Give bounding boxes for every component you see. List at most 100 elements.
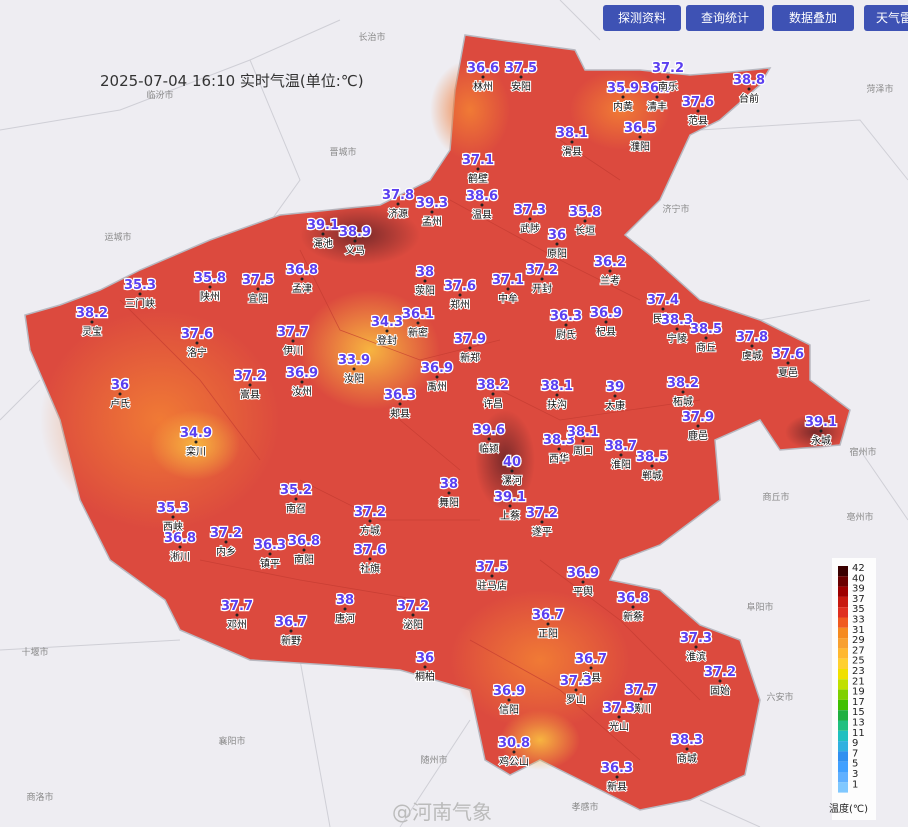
- station-dot: [666, 75, 670, 79]
- station-value: 38: [416, 265, 434, 280]
- station-dot: [631, 605, 635, 609]
- station-dot: [396, 202, 400, 206]
- station-value: 37.6: [682, 95, 714, 110]
- station-value: 38.9: [339, 225, 371, 240]
- legend-label: 11: [852, 728, 865, 739]
- station-value: 37.6: [444, 279, 476, 294]
- place-label: 长治市: [358, 31, 385, 43]
- station-value: 30.8: [498, 736, 530, 751]
- station-dot: [608, 269, 612, 273]
- legend-label: 27: [852, 645, 865, 656]
- station-value: 38: [336, 593, 354, 608]
- toolbar-button[interactable]: 天气雷: [864, 5, 908, 31]
- station-name: 内乡: [216, 545, 236, 558]
- station-value: 37.2: [397, 599, 429, 614]
- station-value: 36.3: [384, 388, 416, 403]
- station-name: 临颍: [479, 442, 499, 455]
- station-dot: [194, 440, 198, 444]
- station-name: 中牟: [498, 292, 518, 305]
- station-dot: [118, 392, 122, 396]
- station-value: 37.3: [560, 674, 592, 689]
- station-name: 驻马店: [477, 579, 507, 592]
- station-dot: [718, 679, 722, 683]
- station-dot: [208, 285, 212, 289]
- station-dot: [506, 287, 510, 291]
- legend-swatch: [838, 607, 848, 618]
- station-value: 37.2: [234, 369, 266, 384]
- station-dot: [621, 95, 625, 99]
- legend-label: 25: [852, 656, 865, 667]
- station-dot: [490, 574, 494, 578]
- station-dot: [235, 613, 239, 617]
- station-value: 34.3: [371, 315, 403, 330]
- station-name: 周口: [573, 445, 593, 457]
- station-value: 37.2: [526, 506, 558, 521]
- toolbar-button[interactable]: 查询统计: [686, 5, 764, 31]
- station-name: 清丰: [647, 100, 667, 113]
- station-dot: [507, 698, 511, 702]
- station-dot: [819, 429, 823, 433]
- station-value: 38.2: [667, 376, 699, 391]
- station-value: 37.2: [526, 263, 558, 278]
- legend-label: 3: [852, 769, 858, 780]
- station-name: 宁陵: [667, 332, 687, 345]
- legend-label: 42: [852, 563, 865, 574]
- station-name: 永城: [811, 434, 831, 447]
- station-dot: [178, 545, 182, 549]
- legend-swatch: [838, 730, 848, 742]
- place-label: 济宁市: [662, 203, 689, 215]
- legend-label: 13: [852, 718, 865, 729]
- station-value: 37.2: [652, 61, 684, 76]
- legend: 424039373533312927252321191715131197531温…: [829, 558, 876, 820]
- station-name: 西峡: [163, 520, 183, 533]
- station-name: 上蔡: [500, 509, 520, 522]
- station-value: 37.2: [210, 526, 242, 541]
- station-dot: [615, 775, 619, 779]
- station-dot: [750, 344, 754, 348]
- station-dot: [353, 239, 357, 243]
- station-dot: [675, 327, 679, 331]
- station-value: 37.8: [382, 188, 414, 203]
- station-name: 郑州: [450, 298, 470, 311]
- station-name: 渑池: [313, 237, 333, 250]
- station-value: 37.6: [354, 543, 386, 558]
- station-name: 洛宁: [187, 346, 207, 359]
- station-value: 33.9: [338, 353, 370, 368]
- station-name: 濮阳: [630, 140, 650, 153]
- station-value: 39: [606, 380, 624, 395]
- station-value: 36.3: [601, 761, 633, 776]
- station-value: 38.7: [605, 439, 637, 454]
- place-label: 菏泽市: [866, 83, 893, 95]
- station-dot: [398, 402, 402, 406]
- station-value: 39.1: [307, 218, 339, 233]
- toolbar-button[interactable]: 数据叠加: [772, 5, 854, 31]
- station-name: 三门峡: [125, 297, 155, 310]
- station-name: 淮滨: [686, 650, 706, 663]
- station-value: 37.9: [682, 410, 714, 425]
- legend-label: 37: [852, 594, 865, 605]
- place-label: 亳州市: [846, 511, 873, 523]
- place-label: 商丘市: [762, 491, 789, 503]
- station-name: 长垣: [575, 225, 595, 237]
- station-name: 内黄: [613, 100, 633, 113]
- station-value: 37.2: [354, 505, 386, 520]
- station-dot: [481, 75, 485, 79]
- station-value: 38.6: [466, 189, 498, 204]
- station-name: 新县: [607, 780, 627, 793]
- station-name: 范县: [688, 114, 708, 127]
- station-value: 36.9: [590, 306, 622, 321]
- station-name: 卢氏: [110, 397, 130, 410]
- station-name: 兰考: [600, 274, 620, 287]
- station-name: 林州: [473, 80, 493, 93]
- station-name: 尉氏: [556, 328, 576, 341]
- station-dot: [564, 323, 568, 327]
- station-value: 36.9: [493, 684, 525, 699]
- station-name: 孟州: [422, 216, 442, 228]
- station-value: 36.3: [550, 309, 582, 324]
- station-name: 安阳: [511, 80, 531, 93]
- place-label: 十堰市: [21, 646, 48, 658]
- legend-swatch: [838, 669, 848, 680]
- toolbar-button[interactable]: 探测资料: [603, 5, 681, 31]
- station-value: 39.1: [805, 415, 837, 430]
- station-name: 遂平: [532, 525, 552, 538]
